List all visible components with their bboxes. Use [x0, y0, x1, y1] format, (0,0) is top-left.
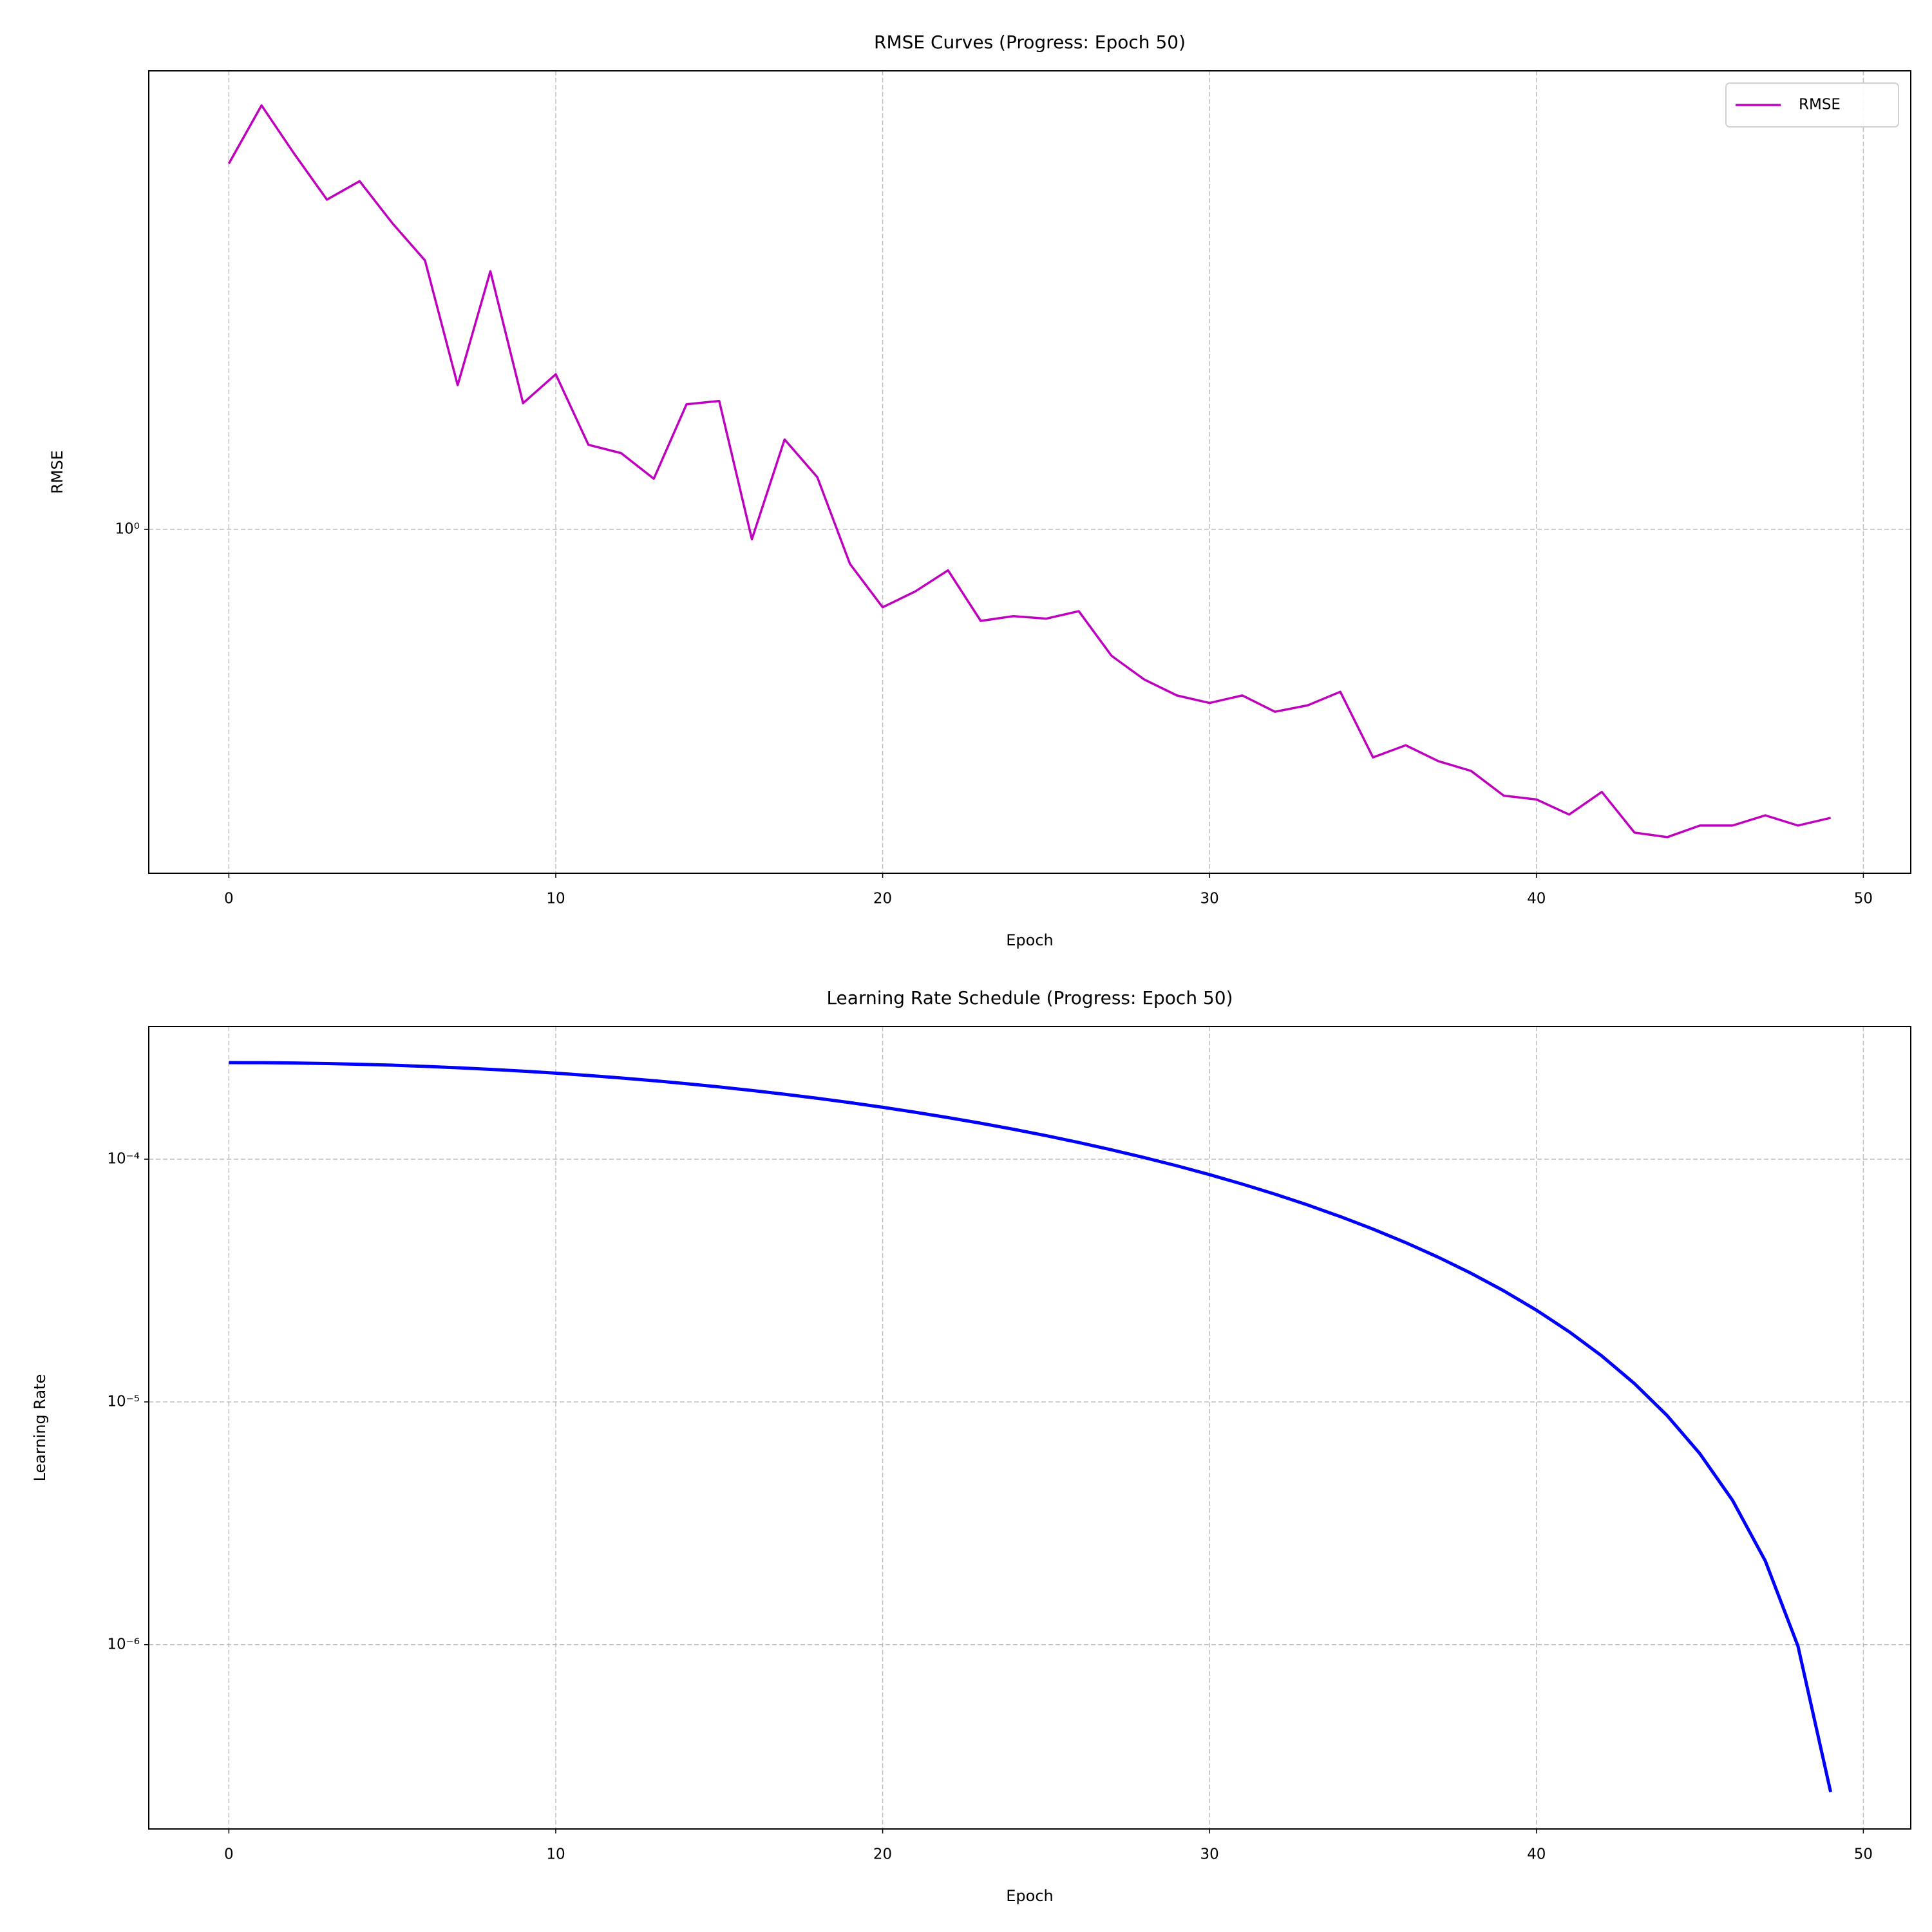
x-tick-label: 20 [873, 891, 892, 907]
x-tick-label: 10 [546, 891, 565, 907]
line-series [229, 1061, 1833, 1793]
y-tick-label: 10⁰ [115, 520, 140, 537]
x-tick-label: 20 [873, 1846, 892, 1863]
y-axis-label: RMSE [48, 450, 66, 494]
plot-frame [148, 1026, 1911, 1830]
y-tick-label: 10⁻⁴ [107, 1150, 140, 1167]
x-tick-label: 10 [546, 1846, 565, 1863]
legend-box [1725, 82, 1899, 128]
line-series [227, 104, 1832, 838]
x-tick-label: 40 [1527, 891, 1546, 907]
x-tick-label: 0 [224, 1846, 234, 1863]
y-tick-label: 10⁻⁶ [107, 1636, 140, 1653]
chart-title: RMSE Curves (Progress: Epoch 50) [874, 32, 1186, 53]
x-axis-label: Epoch [1006, 931, 1054, 949]
y-tick-label: 10⁻⁵ [107, 1393, 140, 1410]
x-tick-label: 30 [1200, 891, 1219, 907]
chart-title: Learning Rate Schedule (Progress: Epoch … [826, 987, 1233, 1009]
x-tick-label: 50 [1854, 1846, 1873, 1863]
x-tick-label: 50 [1854, 891, 1873, 907]
x-tick-label: 0 [224, 891, 234, 907]
plot-frame [148, 70, 1911, 874]
x-tick-label: 40 [1527, 1846, 1546, 1863]
x-axis-label: Epoch [1006, 1887, 1054, 1905]
legend-label: RMSE [1799, 97, 1841, 113]
y-axis-label: Learning Rate [31, 1374, 49, 1482]
x-tick-label: 30 [1200, 1846, 1219, 1863]
